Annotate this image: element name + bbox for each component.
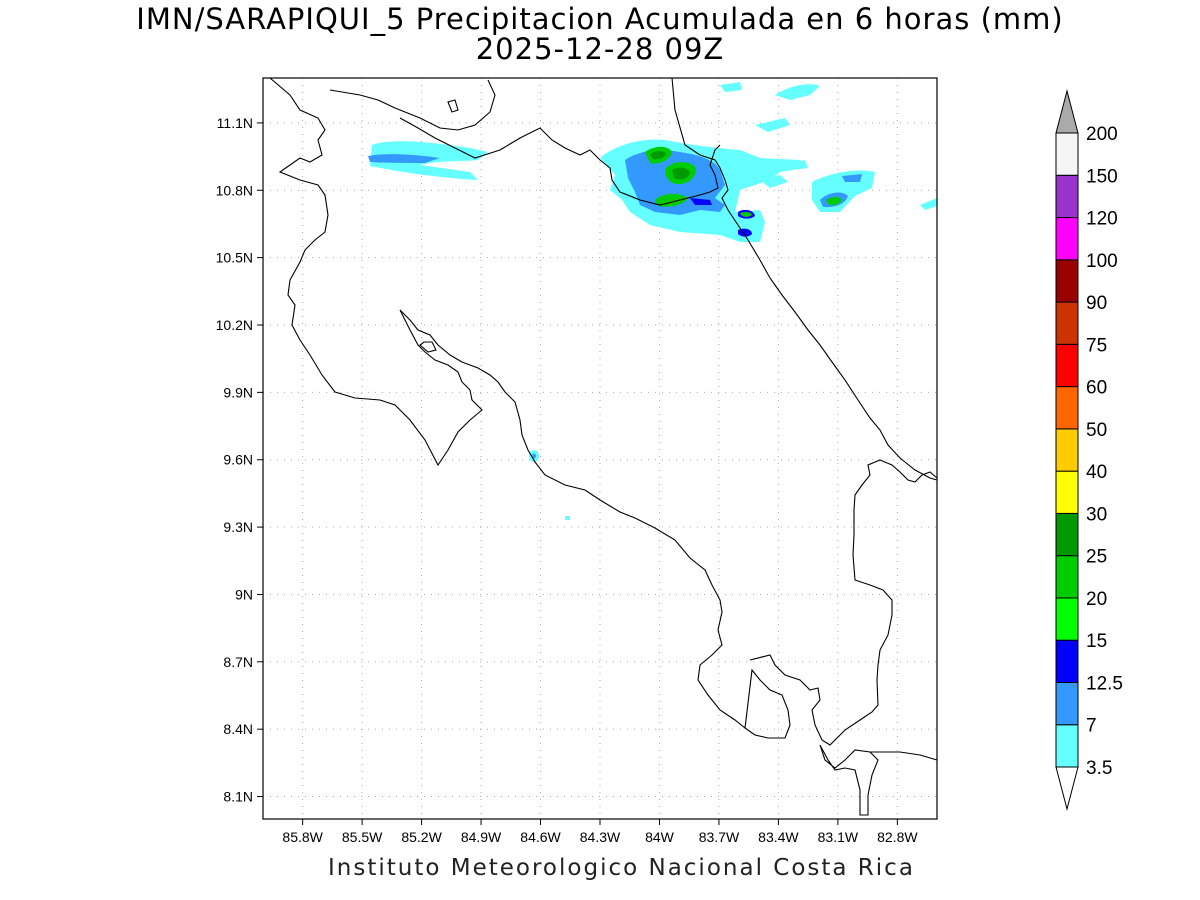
colorbar-legend: 3.5 7 12.5 15 20 25 30 40 50 60 75 90 100 120 150 200 <box>1055 89 1123 811</box>
colorbar-level-label: 30 <box>1086 504 1107 525</box>
colorbar-swatch <box>1055 217 1079 261</box>
y-tick-label: 11.1N <box>217 115 253 131</box>
colorbar-swatch <box>1055 639 1079 683</box>
colorbar-swatch <box>1055 174 1079 219</box>
colorbar-upper-arrow <box>1055 89 1079 134</box>
y-tick-label: 10.5N <box>216 250 253 266</box>
precipitation-field <box>368 82 937 520</box>
credit-text: Instituto Meteorologico Nacional Costa R… <box>328 855 915 881</box>
x-tick-label: 83.1W <box>818 829 859 845</box>
colorbar-level-label: 150 <box>1086 166 1118 187</box>
colorbar-level-label: 7 <box>1086 716 1097 737</box>
colorbar-swatch <box>1055 470 1079 514</box>
colorbar-level-label: 25 <box>1086 547 1107 568</box>
colorbar-swatch <box>1055 132 1079 176</box>
map-valid-time: 2025-12-28 09Z <box>475 32 725 66</box>
y-tick-label: 10.8N <box>216 182 253 198</box>
lat-lon-grid <box>263 78 937 819</box>
colorbar-level-label: 100 <box>1086 251 1118 272</box>
colorbar-level-label: 75 <box>1086 335 1107 356</box>
colorbar-level-label: 12.5 <box>1086 673 1123 694</box>
x-tick-label: 84W <box>645 829 675 845</box>
x-tick-label: 85.2W <box>401 829 442 845</box>
colorbar-swatch <box>1055 724 1079 768</box>
map-title: IMN/SARAPIQUI_5 Precipitacion Acumulada … <box>136 2 1064 36</box>
colorbar-level-label: 50 <box>1086 420 1107 441</box>
latitude-axis: 8.1N 8.4N 8.7N 9N 9.3N 9.6N 9.9N 10.2N 10.5N 10.8… <box>216 115 263 805</box>
longitude-axis: 85.8W 85.5W 85.2W 84.9W 84.6W 84.3W 84W 83.7W 83… <box>282 819 918 845</box>
x-tick-label: 85.5W <box>342 829 383 845</box>
x-tick-label: 83.4W <box>758 829 799 845</box>
x-tick-label: 85.8W <box>282 829 323 845</box>
colorbar-level-label: 15 <box>1086 631 1107 652</box>
y-tick-label: 9.9N <box>223 384 253 400</box>
colorbar-swatch <box>1055 343 1079 388</box>
coastline <box>269 77 938 816</box>
x-tick-label: 82.8W <box>877 829 918 845</box>
y-tick-label: 9.3N <box>223 519 253 535</box>
colorbar-level-label: 40 <box>1086 462 1107 483</box>
colorbar-swatch <box>1055 301 1079 345</box>
colorbar-swatch <box>1055 681 1079 726</box>
x-tick-label: 83.7W <box>699 829 740 845</box>
colorbar-swatch <box>1055 597 1079 641</box>
colorbar-level-label: 20 <box>1086 589 1107 610</box>
colorbar-level-label: 3.5 <box>1086 758 1112 779</box>
colorbar-lower-arrow <box>1055 766 1079 811</box>
y-tick-label: 8.7N <box>223 654 253 670</box>
y-tick-label: 9.6N <box>223 452 253 468</box>
y-tick-label: 8.4N <box>223 721 253 737</box>
y-tick-label: 10.2N <box>216 317 253 333</box>
x-tick-label: 84.6W <box>520 829 561 845</box>
colorbar-level-label: 90 <box>1086 293 1107 314</box>
x-tick-label: 84.3W <box>580 829 621 845</box>
y-tick-label: 9N <box>235 586 253 602</box>
colorbar-level-label: 60 <box>1086 378 1107 399</box>
colorbar-swatch <box>1055 428 1079 472</box>
colorbar-swatch <box>1055 512 1079 557</box>
y-tick-label: 8.1N <box>223 789 253 805</box>
colorbar-level-label: 120 <box>1086 209 1118 230</box>
colorbar-level-label: 200 <box>1086 124 1118 145</box>
colorbar-swatch <box>1055 386 1079 430</box>
colorbar-swatch <box>1055 555 1079 599</box>
colorbar-swatch <box>1055 259 1079 303</box>
x-tick-label: 84.9W <box>461 829 502 845</box>
